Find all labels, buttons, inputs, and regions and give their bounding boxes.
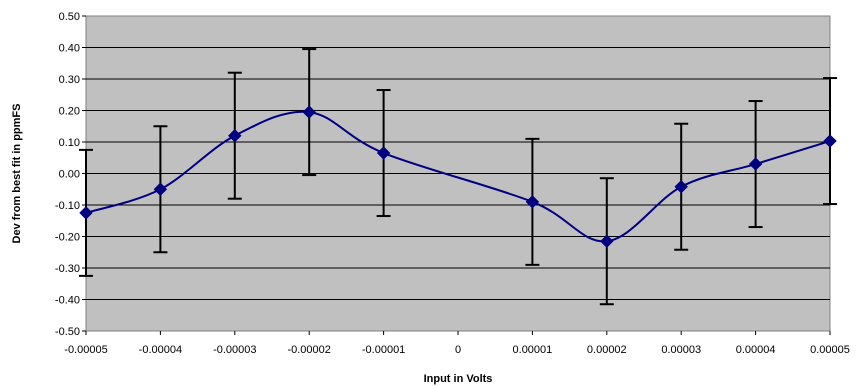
- x-tick-label: -0.00002: [287, 344, 330, 356]
- y-tick-label: -0.30: [55, 263, 80, 275]
- data-point: [674, 180, 688, 194]
- y-tick-label: 0.40: [59, 43, 80, 55]
- y-tick-label: 0.20: [59, 106, 80, 118]
- y-tick-label: -0.20: [55, 232, 80, 244]
- y-tick-label: -0.40: [55, 295, 80, 307]
- y-tick-label: -0.10: [55, 200, 80, 212]
- x-tick-label: -0.00003: [213, 344, 256, 356]
- series-line: [85, 110, 831, 243]
- x-tick-label: 0.00004: [736, 344, 776, 356]
- data-markers: [79, 105, 837, 248]
- data-point: [79, 206, 93, 220]
- y-tick-label: 0.30: [59, 74, 80, 86]
- x-tick-label: -0.00004: [139, 344, 182, 356]
- data-point: [376, 146, 391, 160]
- x-tick-label: 0.00001: [513, 344, 553, 356]
- y-tick-label: 0.50: [59, 11, 80, 23]
- x-axis-title: Input in Volts: [424, 373, 493, 385]
- y-tick-label: 0.10: [59, 137, 80, 149]
- y-axis-ticks: 0.50 0.40 0.30 0.20 0.10 0.00 -0.10 -0.20 -0.30 -…: [55, 11, 86, 338]
- x-tick-label: 0: [455, 344, 461, 356]
- y-tick-label: 0.00: [59, 169, 80, 181]
- data-point: [823, 134, 837, 148]
- x-tick-label: 0.00003: [661, 344, 701, 356]
- x-tick-label: -0.00005: [64, 344, 107, 356]
- gridlines: [86, 47, 830, 300]
- x-axis-ticks: -0.00005 -0.00004 -0.00003 -0.00002 -0.00001…: [64, 331, 850, 356]
- data-point: [600, 234, 614, 248]
- data-point: [748, 157, 763, 171]
- x-tick-label: -0.00001: [362, 344, 405, 356]
- y-tick-label: -0.50: [55, 326, 80, 338]
- data-point: [228, 128, 242, 143]
- x-tick-label: 0.00005: [810, 344, 850, 356]
- y-axis-title: Dev from best fit in ppmFS: [11, 104, 23, 244]
- data-point: [302, 105, 316, 119]
- data-point: [525, 195, 540, 209]
- x-tick-label: 0.00002: [587, 344, 627, 356]
- data-point: [153, 182, 168, 196]
